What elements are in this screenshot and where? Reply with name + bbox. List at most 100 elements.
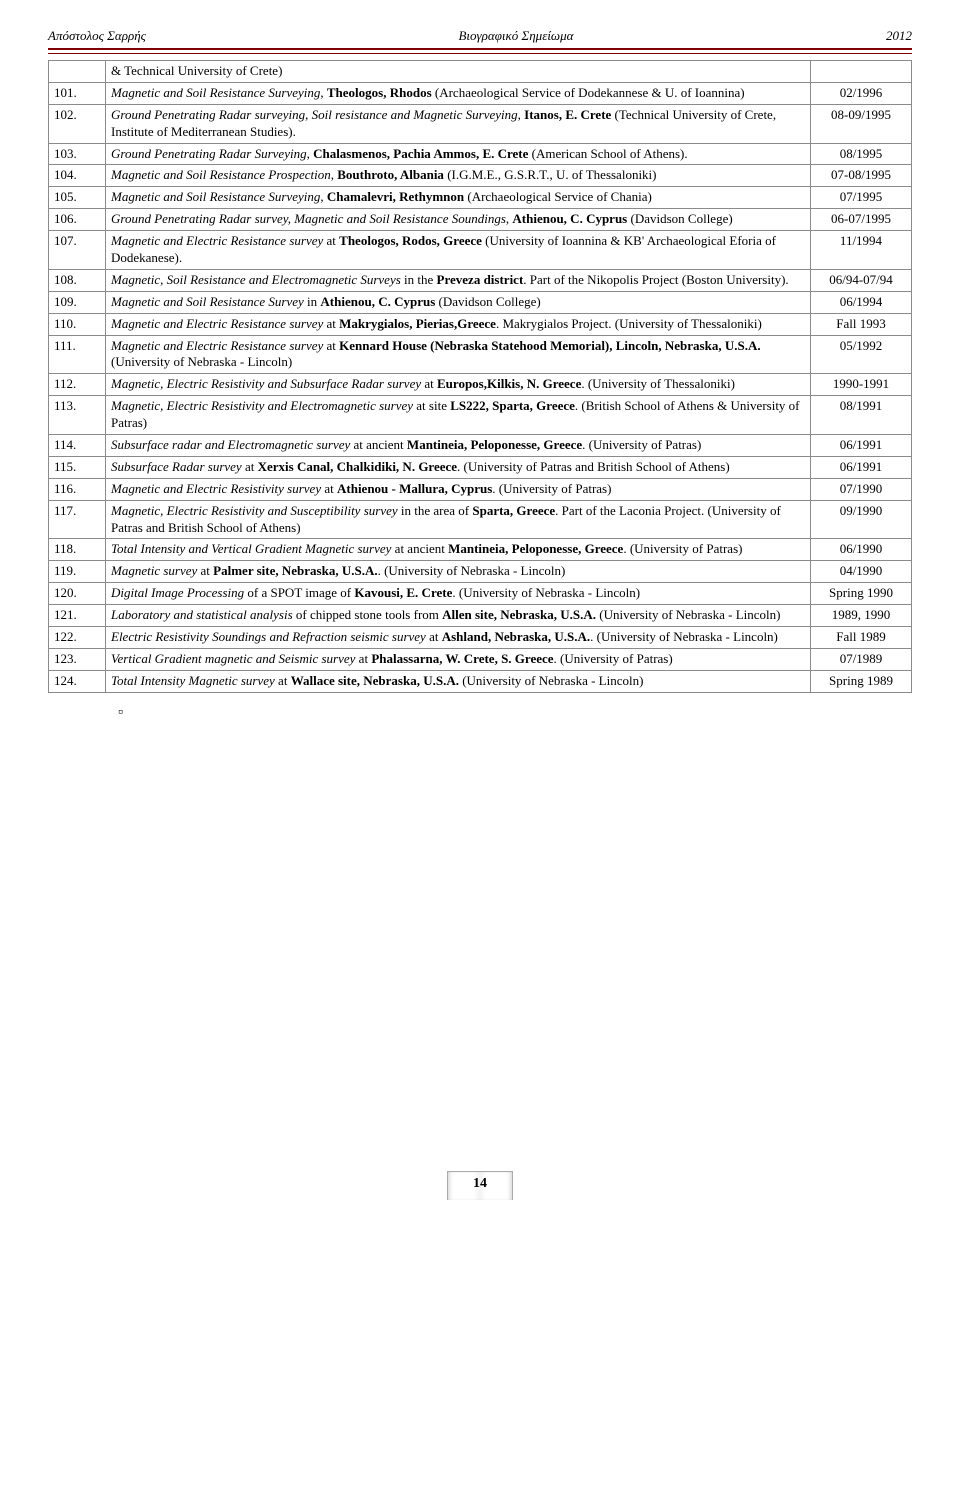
table-row: & Technical University of Crete) [49,61,912,83]
row-desc: Magnetic and Electric Resistance survey … [106,231,811,270]
row-desc: Magnetic, Electric Resistivity and Subsu… [106,374,811,396]
row-num: 109. [49,291,106,313]
row-date: 06/1994 [811,291,912,313]
row-desc: Magnetic, Electric Resistivity and Elect… [106,396,811,435]
table-row: 119.Magnetic survey at Palmer site, Nebr… [49,561,912,583]
row-num: 121. [49,605,106,627]
row-date: 06/1991 [811,435,912,457]
row-num: 111. [49,335,106,374]
row-num: 102. [49,104,106,143]
table-row: 118.Total Intensity and Vertical Gradien… [49,539,912,561]
table-row: 106.Ground Penetrating Radar survey, Mag… [49,209,912,231]
list-marker: ▫ [118,705,912,721]
row-date: Fall 1993 [811,313,912,335]
table-row: 123.Vertical Gradient magnetic and Seism… [49,648,912,670]
row-num: 108. [49,269,106,291]
row-desc: Magnetic and Soil Resistance Surveying, … [106,187,811,209]
row-date: 06/1991 [811,456,912,478]
row-num: 116. [49,478,106,500]
header-rule [48,48,912,54]
row-num: 101. [49,82,106,104]
row-desc: Ground Penetrating Radar Surveying, Chal… [106,143,811,165]
row-num: 119. [49,561,106,583]
row-date: 07/1990 [811,478,912,500]
table-row: 104.Magnetic and Soil Resistance Prospec… [49,165,912,187]
row-desc: Magnetic, Electric Resistivity and Susce… [106,500,811,539]
row-date: 06/1990 [811,539,912,561]
table-row: 116.Magnetic and Electric Resistivity su… [49,478,912,500]
row-desc: Laboratory and statistical analysis of c… [106,605,811,627]
row-desc: Total Intensity Magnetic survey at Walla… [106,670,811,692]
row-num: 118. [49,539,106,561]
row-desc: Ground Penetrating Radar survey, Magneti… [106,209,811,231]
row-date: 11/1994 [811,231,912,270]
row-desc: Magnetic and Soil Resistance Prospection… [106,165,811,187]
table-row: 115.Subsurface Radar survey at Xerxis Ca… [49,456,912,478]
row-num: 123. [49,648,106,670]
row-num: 105. [49,187,106,209]
row-num: 110. [49,313,106,335]
row-num: 103. [49,143,106,165]
row-desc: & Technical University of Crete) [106,61,811,83]
header-center: Βιογραφικό Σημείωμα [458,28,573,44]
table-row: 109.Magnetic and Soil Resistance Survey … [49,291,912,313]
row-desc: Magnetic and Electric Resistivity survey… [106,478,811,500]
row-date: 04/1990 [811,561,912,583]
row-date: 1989, 1990 [811,605,912,627]
row-date: 08-09/1995 [811,104,912,143]
table-row: 107.Magnetic and Electric Resistance sur… [49,231,912,270]
row-num: 117. [49,500,106,539]
row-num: 104. [49,165,106,187]
table-row: 121.Laboratory and statistical analysis … [49,605,912,627]
row-num: 107. [49,231,106,270]
row-desc: Magnetic, Soil Resistance and Electromag… [106,269,811,291]
table-row: 105.Magnetic and Soil Resistance Surveyi… [49,187,912,209]
row-date: 1990-1991 [811,374,912,396]
table-row: 103.Ground Penetrating Radar Surveying, … [49,143,912,165]
row-desc: Electric Resistivity Soundings and Refra… [106,627,811,649]
table-row: 112.Magnetic, Electric Resistivity and S… [49,374,912,396]
row-desc: Ground Penetrating Radar surveying, Soil… [106,104,811,143]
row-desc: Magnetic and Electric Resistance survey … [106,335,811,374]
row-desc: Total Intensity and Vertical Gradient Ma… [106,539,811,561]
table-row: 102.Ground Penetrating Radar surveying, … [49,104,912,143]
row-date: 02/1996 [811,82,912,104]
row-date: Spring 1990 [811,583,912,605]
row-num [49,61,106,83]
row-desc: Vertical Gradient magnetic and Seismic s… [106,648,811,670]
table-row: 113.Magnetic, Electric Resistivity and E… [49,396,912,435]
row-num: 115. [49,456,106,478]
page-header: Απόστολος Σαρρής Βιογραφικό Σημείωμα 201… [48,28,912,48]
row-desc: Magnetic survey at Palmer site, Nebraska… [106,561,811,583]
table-row: 111.Magnetic and Electric Resistance sur… [49,335,912,374]
row-date: Fall 1989 [811,627,912,649]
row-date: 07/1995 [811,187,912,209]
row-date: 05/1992 [811,335,912,374]
row-date: 09/1990 [811,500,912,539]
row-date: 08/1995 [811,143,912,165]
page-number: 14 [447,1171,513,1200]
row-desc: Digital Image Processing of a SPOT image… [106,583,811,605]
table-row: 124.Total Intensity Magnetic survey at W… [49,670,912,692]
row-date: 07-08/1995 [811,165,912,187]
table-row: 110.Magnetic and Electric Resistance sur… [49,313,912,335]
row-num: 114. [49,435,106,457]
table-row: 114.Subsurface radar and Electromagnetic… [49,435,912,457]
row-date: 06/94-07/94 [811,269,912,291]
row-desc: Magnetic and Electric Resistance survey … [106,313,811,335]
table-row: 120.Digital Image Processing of a SPOT i… [49,583,912,605]
table-row: 122.Electric Resistivity Soundings and R… [49,627,912,649]
row-num: 106. [49,209,106,231]
row-date: Spring 1989 [811,670,912,692]
row-desc: Subsurface radar and Electromagnetic sur… [106,435,811,457]
row-date [811,61,912,83]
row-date: 08/1991 [811,396,912,435]
header-left: Απόστολος Σαρρής [48,28,146,44]
row-desc: Magnetic and Soil Resistance Surveying, … [106,82,811,104]
row-num: 124. [49,670,106,692]
row-date: 06-07/1995 [811,209,912,231]
row-date: 07/1989 [811,648,912,670]
row-desc: Magnetic and Soil Resistance Survey in A… [106,291,811,313]
table-row: 117.Magnetic, Electric Resistivity and S… [49,500,912,539]
row-num: 120. [49,583,106,605]
